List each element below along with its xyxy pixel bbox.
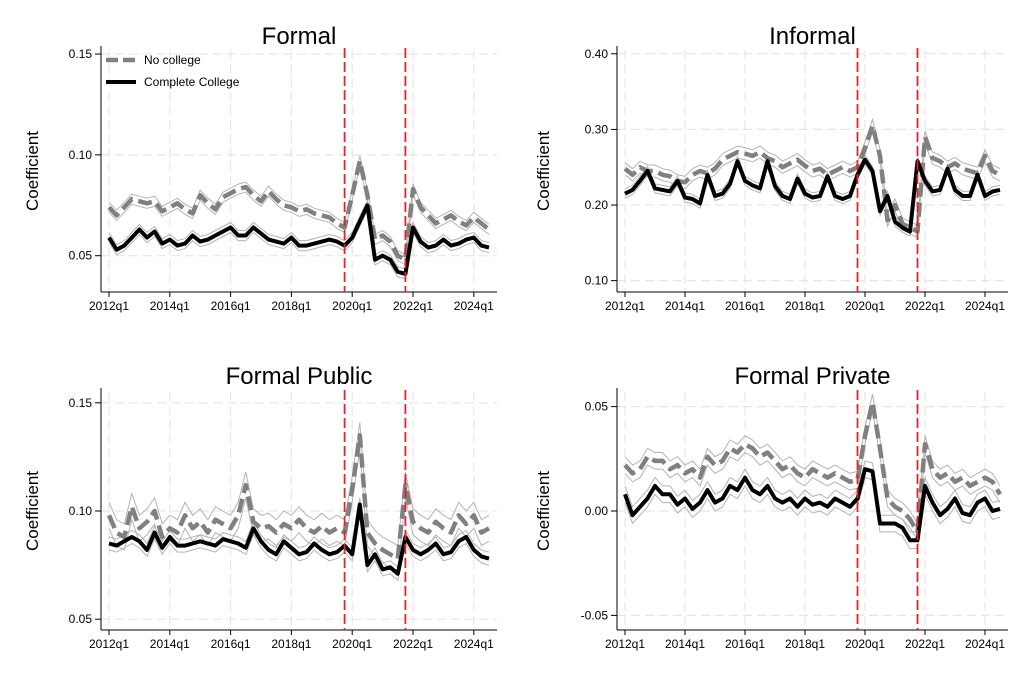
y-tick-label: 0.20	[585, 198, 609, 212]
y-tick-label: 0.05	[585, 400, 609, 414]
ci-upper-no-college	[108, 422, 490, 547]
y-tick-label: 0.10	[585, 274, 609, 288]
x-tick-label: 2022q1	[393, 637, 433, 651]
x-tick-label: 2024q1	[965, 299, 1005, 313]
panel-formal-public: Formal Public Coefficient 0.05 0.10 0.15 2012…	[23, 363, 497, 651]
x-tick-label: 2022q1	[905, 637, 945, 651]
legend-label-complete-college: Complete College	[144, 75, 240, 89]
ci-upper-no-college	[108, 155, 490, 256]
panel-title: Formal Private	[734, 363, 890, 390]
ci-lower-no-college	[108, 165, 490, 266]
series-line-no-college	[623, 400, 1002, 535]
series-line-complete-college	[623, 467, 1001, 543]
series-line-no-college	[623, 123, 1002, 234]
x-tick-label: 2020q1	[845, 299, 885, 313]
ci-lower-complete-college	[624, 163, 1001, 237]
y-tick-label: 0.15	[69, 47, 93, 61]
x-tick-label: 2020q1	[845, 637, 885, 651]
x-tick-label: 2016q1	[211, 637, 251, 651]
x-tick-label: 2014q1	[665, 637, 705, 651]
x-tick-label: 2020q1	[332, 299, 372, 313]
x-tick-label: 2012q1	[605, 637, 645, 651]
series-line-no-college	[106, 433, 491, 561]
x-tick-label: 2024q1	[454, 637, 494, 651]
x-tick-label: 2016q1	[725, 299, 765, 313]
y-axis-label: Coefficient	[534, 131, 553, 211]
x-tick-label: 2014q1	[150, 637, 190, 651]
series-line-no-college	[107, 158, 491, 262]
y-tick-label: 0.05	[69, 612, 93, 626]
ci-upper-complete-college	[108, 198, 490, 270]
x-tick-label: 2022q1	[905, 299, 945, 313]
ci-upper-complete-college	[108, 497, 490, 569]
y-axis-label: Coefficient	[534, 471, 553, 551]
x-tick-label: 2016q1	[211, 299, 251, 313]
series-line-complete-college	[624, 157, 1001, 234]
x-tick-label: 2018q1	[271, 637, 311, 651]
ci-lower-no-college	[624, 410, 1001, 542]
panel-formal-private: Formal Private Coefficient -0.05 0.00 0.05 20…	[534, 363, 1008, 651]
y-tick-label: 0.10	[69, 148, 93, 162]
x-tick-label: 2016q1	[725, 637, 765, 651]
y-tick-label: -0.05	[581, 608, 609, 622]
y-tick-label: 0.05	[69, 249, 93, 263]
x-tick-label: 2024q1	[965, 637, 1005, 651]
ci-upper-no-college	[624, 117, 1001, 227]
x-tick-label: 2014q1	[150, 299, 190, 313]
x-tick-label: 2022q1	[393, 299, 433, 313]
x-tick-label: 2012q1	[605, 299, 645, 313]
ci-lower-complete-college	[108, 510, 490, 582]
legend-label-no-college: No college	[144, 53, 201, 67]
x-tick-label: 2020q1	[332, 637, 372, 651]
y-tick-label: 0.10	[69, 504, 93, 518]
x-tick-label: 2024q1	[454, 299, 494, 313]
x-tick-label: 2012q1	[89, 299, 129, 313]
y-axis-label: Coefficient	[23, 131, 42, 211]
ci-lower-complete-college	[108, 208, 490, 280]
x-tick-label: 2018q1	[785, 299, 825, 313]
ci-upper-no-college	[624, 393, 1001, 526]
y-axis-label: Coefficient	[23, 471, 42, 551]
y-tick-label: 0.15	[69, 396, 93, 410]
x-tick-label: 2018q1	[785, 637, 825, 651]
panel-formal: Formal Coefficient 0.05 0.10 0.15 2012q1 2014q…	[23, 23, 497, 313]
panel-informal: Informal Coefficient 0.10 0.20 0.30 0.40 2012q…	[534, 23, 1008, 313]
ci-lower-complete-college	[624, 476, 1001, 550]
series-line-complete-college	[107, 203, 490, 276]
x-tick-label: 2012q1	[89, 637, 129, 651]
ci-upper-complete-college	[624, 460, 1001, 533]
series-line-complete-college	[108, 502, 490, 576]
ci-lower-no-college	[624, 129, 1001, 239]
y-tick-label: 0.40	[585, 47, 609, 61]
panel-title: Informal	[769, 23, 856, 50]
ci-upper-complete-college	[624, 154, 1001, 228]
x-tick-label: 2018q1	[271, 299, 311, 313]
y-tick-label: 0.00	[585, 504, 609, 518]
y-tick-label: 0.30	[585, 122, 609, 136]
x-tick-label: 2014q1	[665, 299, 705, 313]
panel-title: Formal	[262, 23, 337, 50]
panel-title: Formal Public	[226, 363, 373, 390]
